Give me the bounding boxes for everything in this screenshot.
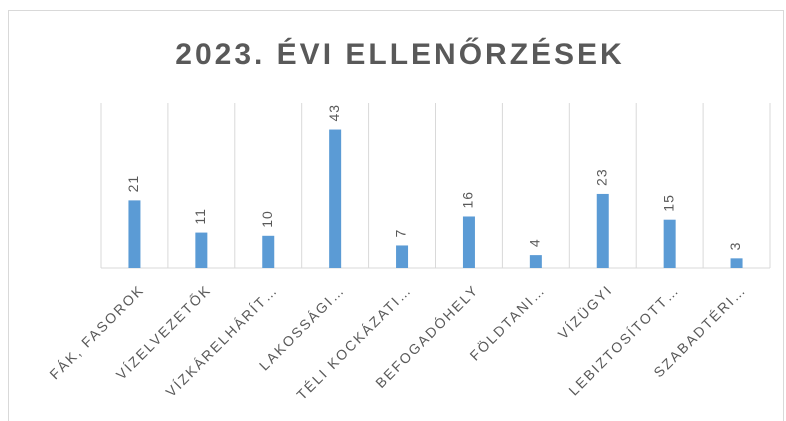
chart-border [8,10,784,421]
data-label: 10 [259,210,275,228]
data-label: 43 [326,104,342,122]
bar [396,245,409,268]
data-label: 15 [660,194,676,212]
x-tick-label: VÍZKÁRELHÁRÍT… [162,281,281,400]
bar [128,200,141,268]
bar [195,232,208,268]
x-tick-label: VÍZÜGYI [554,281,616,343]
data-label: 3 [727,242,743,251]
data-label: 7 [393,229,409,238]
bar [596,193,609,268]
x-tick-label: LEBIZTOSÍTOTT… [565,281,682,398]
chart-title: 2023. ÉVI ELLENŐRZÉSEK [175,37,624,71]
bar [730,258,743,268]
data-label: 16 [460,191,476,209]
bar [529,255,542,268]
bar [262,235,275,268]
data-label: 4 [527,238,543,247]
data-label: 23 [593,168,609,186]
x-tick-label: TÉLI KOCKÁZATI… [293,281,414,402]
bar [462,216,475,268]
data-label: 21 [125,175,141,193]
data-label: 11 [192,208,208,225]
bar [329,129,342,268]
bar [663,219,676,268]
